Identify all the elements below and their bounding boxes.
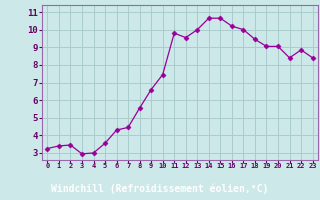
Text: Windchill (Refroidissement éolien,°C): Windchill (Refroidissement éolien,°C) (51, 183, 269, 194)
